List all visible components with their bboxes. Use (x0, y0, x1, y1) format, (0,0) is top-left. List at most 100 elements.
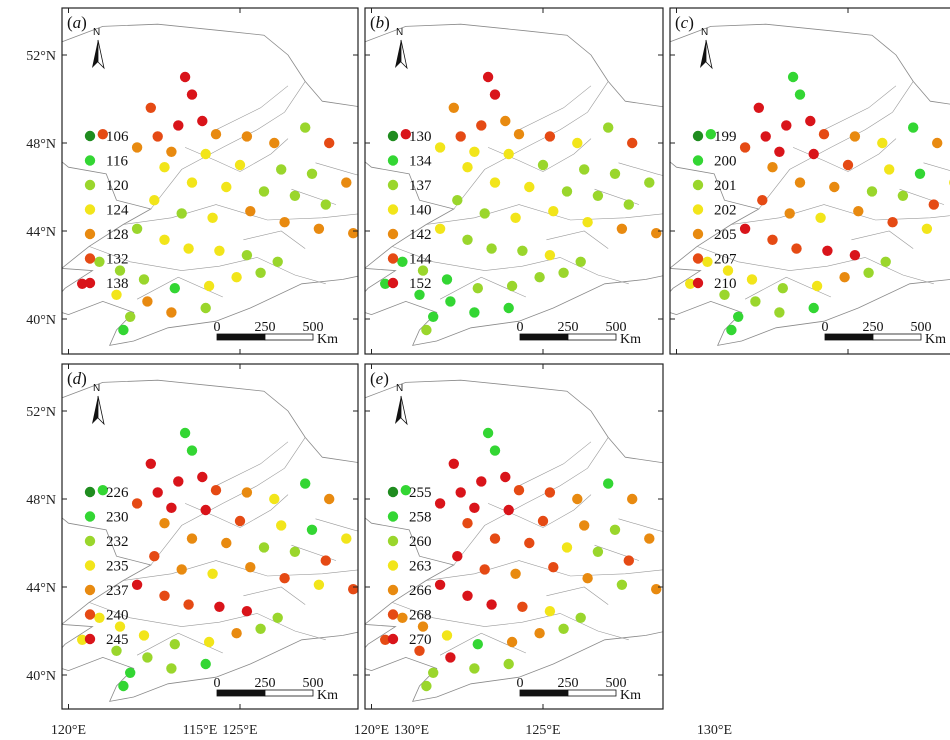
station-dot (500, 471, 511, 483)
province-boundary (391, 246, 629, 285)
station-dot (255, 267, 266, 278)
station-dot (462, 590, 473, 601)
station-dot (348, 228, 358, 239)
station-dot (784, 208, 795, 219)
station-dot (513, 485, 525, 496)
scale-unit: Km (317, 688, 338, 703)
station-dot (203, 636, 215, 648)
province-boundary (618, 518, 663, 532)
station-dot (897, 190, 909, 201)
longitude-tick-label: 120°E (354, 723, 389, 738)
station-dot (544, 606, 556, 617)
province-boundary (391, 602, 629, 641)
station-dot (829, 181, 840, 193)
station-dot (207, 568, 218, 579)
station-dot (472, 283, 483, 294)
legend-label: 200 (714, 154, 737, 170)
legend-swatch (84, 633, 96, 645)
scale-label: 500 (303, 676, 324, 691)
station-dot (455, 131, 466, 142)
station-dot (214, 601, 225, 612)
station-dot (774, 307, 785, 318)
station-dot (159, 162, 170, 173)
station-dot (548, 206, 559, 217)
legend-label: 240 (106, 608, 129, 624)
station-dot (207, 212, 218, 223)
province-boundary (315, 518, 358, 532)
station-dot (476, 476, 487, 487)
legend-label: 138 (106, 276, 129, 292)
station-dot (289, 190, 301, 201)
legend-swatch (387, 584, 399, 596)
region-outline (62, 23, 358, 346)
station-dot (176, 208, 187, 219)
station-dot (452, 195, 463, 206)
province-boundary (88, 602, 326, 641)
north-arrow-icon (395, 395, 408, 426)
station-dot (791, 243, 802, 254)
station-dot (203, 280, 215, 292)
station-dot (173, 120, 184, 131)
legend-label: 268 (409, 608, 432, 624)
legend: 226 230 232 235 237 240 245 (84, 485, 129, 648)
station-dot (166, 502, 177, 513)
legend-label: 255 (409, 485, 432, 501)
province-boundary (923, 162, 950, 171)
station-dot (702, 256, 713, 267)
legend-swatch (387, 253, 399, 264)
station-dot (544, 131, 556, 142)
legend-swatch (692, 253, 704, 264)
station-dot (787, 71, 799, 83)
station-dot (822, 245, 833, 256)
latitude-tick-label: 48°N (26, 137, 56, 152)
station-dot (863, 267, 874, 278)
scale-label: 500 (911, 320, 932, 335)
station-dot (794, 89, 806, 100)
station-dot (341, 533, 352, 544)
station-dot (472, 639, 483, 650)
station-dot (750, 296, 761, 307)
station-dot (94, 256, 105, 267)
station-dot (111, 289, 122, 300)
station-dot (125, 667, 136, 678)
province-boundary (315, 162, 358, 176)
station-dot (159, 234, 170, 245)
latitude-tick-label: 52°N (26, 405, 56, 420)
station-dot (524, 181, 535, 193)
scale-unit: Km (317, 332, 338, 347)
scale-unit: Km (620, 332, 641, 347)
station-dot (272, 612, 283, 623)
station-dot (200, 302, 211, 314)
scale-label: 250 (558, 676, 579, 691)
legend-label: 245 (106, 632, 129, 648)
station-dot (320, 199, 331, 210)
station-dot (210, 129, 222, 140)
longitude-tick-label: 130°E (394, 723, 429, 738)
station-dot (221, 181, 232, 193)
panel-label: (a) (67, 13, 87, 32)
station-dot (258, 186, 270, 197)
station-dot (537, 159, 549, 171)
legend-label: 132 (106, 252, 129, 268)
station-dot (623, 199, 634, 210)
station-dot (500, 115, 511, 127)
station-dot (482, 71, 494, 83)
station-dot (510, 212, 521, 223)
station-dot (575, 256, 586, 267)
province-boundary (823, 85, 897, 131)
station-dot (548, 562, 559, 573)
scale-label: 0 (517, 320, 524, 335)
station-dot (503, 302, 514, 314)
legend-swatch (84, 130, 96, 142)
station-dot (448, 458, 459, 469)
province-boundary (453, 437, 609, 566)
station-dot (558, 267, 569, 278)
station-dot (794, 177, 806, 188)
province-boundary (696, 246, 934, 285)
province-boundary (215, 85, 289, 131)
